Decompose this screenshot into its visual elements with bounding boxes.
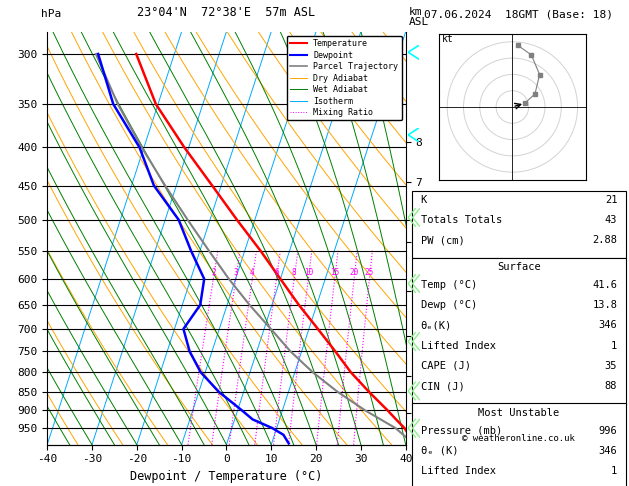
Text: θₑ (K): θₑ (K) xyxy=(421,446,458,456)
Text: © weatheronline.co.uk: © weatheronline.co.uk xyxy=(462,434,576,443)
Text: 10: 10 xyxy=(304,268,313,277)
Text: 20: 20 xyxy=(350,268,359,277)
Text: Surface: Surface xyxy=(497,261,541,272)
Bar xyxy=(412,258,626,405)
Text: Lifted Index: Lifted Index xyxy=(421,466,496,476)
Text: 6: 6 xyxy=(274,268,279,277)
Text: Pressure (mb): Pressure (mb) xyxy=(421,426,502,435)
Text: Dewp (°C): Dewp (°C) xyxy=(421,300,477,310)
Text: 346: 346 xyxy=(599,446,617,456)
Text: 3: 3 xyxy=(233,268,238,277)
Text: K: K xyxy=(421,195,427,205)
Text: Most Unstable: Most Unstable xyxy=(478,407,560,417)
Text: 25: 25 xyxy=(365,268,374,277)
Bar xyxy=(412,191,626,258)
Text: hPa: hPa xyxy=(41,9,61,19)
Text: 41.6: 41.6 xyxy=(593,280,617,290)
Text: 2.88: 2.88 xyxy=(593,235,617,245)
Text: 4: 4 xyxy=(250,268,255,277)
Text: ASL: ASL xyxy=(409,17,429,27)
Text: Temp (°C): Temp (°C) xyxy=(421,280,477,290)
Text: θₑ(K): θₑ(K) xyxy=(421,320,452,330)
Text: 8: 8 xyxy=(292,268,296,277)
Text: PW (cm): PW (cm) xyxy=(421,235,464,245)
Text: kt: kt xyxy=(442,34,454,44)
Text: 21: 21 xyxy=(605,195,617,205)
Text: 35: 35 xyxy=(605,361,617,371)
Text: 07.06.2024  18GMT (Base: 18): 07.06.2024 18GMT (Base: 18) xyxy=(425,9,613,19)
Bar xyxy=(412,403,626,486)
Text: 23°04'N  72°38'E  57m ASL: 23°04'N 72°38'E 57m ASL xyxy=(137,6,316,19)
Text: CAPE (J): CAPE (J) xyxy=(421,361,470,371)
Text: 15: 15 xyxy=(330,268,339,277)
Text: km: km xyxy=(409,7,422,17)
Text: 43: 43 xyxy=(605,215,617,225)
Text: 13.8: 13.8 xyxy=(593,300,617,310)
Legend: Temperature, Dewpoint, Parcel Trajectory, Dry Adiabat, Wet Adiabat, Isotherm, Mi: Temperature, Dewpoint, Parcel Trajectory… xyxy=(287,36,401,121)
Text: Totals Totals: Totals Totals xyxy=(421,215,502,225)
Text: 996: 996 xyxy=(599,426,617,435)
Text: 1: 1 xyxy=(611,341,617,350)
Text: CIN (J): CIN (J) xyxy=(421,381,464,391)
Text: 88: 88 xyxy=(605,381,617,391)
Text: 2: 2 xyxy=(211,268,216,277)
Text: Lifted Index: Lifted Index xyxy=(421,341,496,350)
Text: 1: 1 xyxy=(611,466,617,476)
Text: 346: 346 xyxy=(599,320,617,330)
X-axis label: Dewpoint / Temperature (°C): Dewpoint / Temperature (°C) xyxy=(130,470,323,483)
